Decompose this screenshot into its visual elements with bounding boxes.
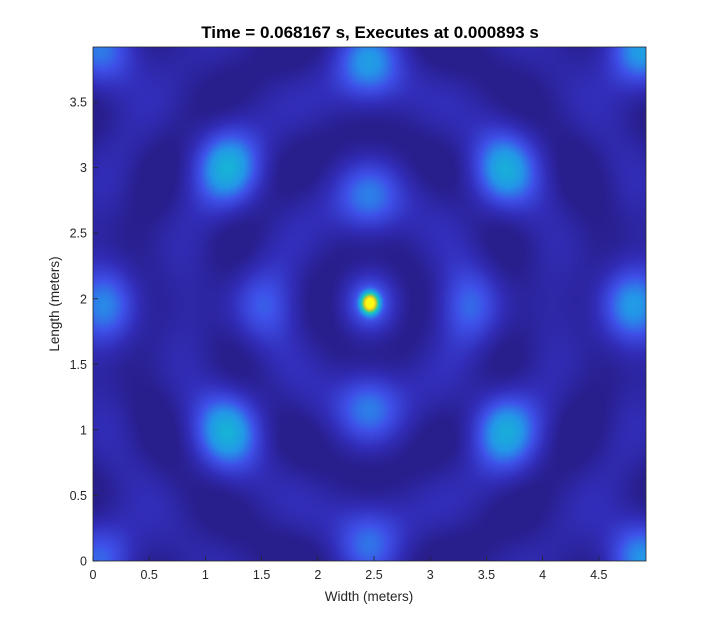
y-tick-label: 1: [80, 423, 87, 437]
axes-box: [92, 46, 647, 562]
x-tick-label: 1: [202, 568, 209, 582]
y-tick-label: 1.5: [70, 358, 87, 372]
x-tick-label: 1.5: [253, 568, 270, 582]
y-tick-label: 3.5: [70, 96, 87, 110]
x-axis-label: Width (meters): [325, 589, 414, 604]
x-tick-label: 0.5: [141, 568, 158, 582]
x-tick-label: 3.5: [478, 568, 495, 582]
x-axis: 0 0.5 1 1.5 2 2.5 3 3.5 4 4.5: [90, 556, 608, 582]
heatmap-canvas: [93, 47, 646, 561]
y-tick-label: 3: [80, 161, 87, 175]
heatmap-surface: [93, 47, 646, 561]
y-tick-label: 0.5: [70, 489, 87, 503]
x-tick-label: 4: [539, 568, 546, 582]
x-tick-label: 0: [90, 568, 97, 582]
x-tick-label: 3: [427, 568, 434, 582]
y-tick-label: 2: [80, 292, 87, 306]
y-tick-label: 0: [80, 555, 87, 569]
plot-area: [92, 46, 647, 562]
x-tick-label: 4.5: [590, 568, 607, 582]
y-tick-label: 2.5: [70, 227, 87, 241]
x-tick-label: 2: [314, 568, 321, 582]
y-axis: 0 0.5 1 1.5 2 2.5 3 3.5: [70, 96, 98, 569]
chart-title: Time = 0.068167 s, Executes at 0.000893 …: [201, 23, 539, 42]
x-tick-label: 2.5: [365, 568, 382, 582]
y-axis-label: Length (meters): [47, 256, 62, 351]
